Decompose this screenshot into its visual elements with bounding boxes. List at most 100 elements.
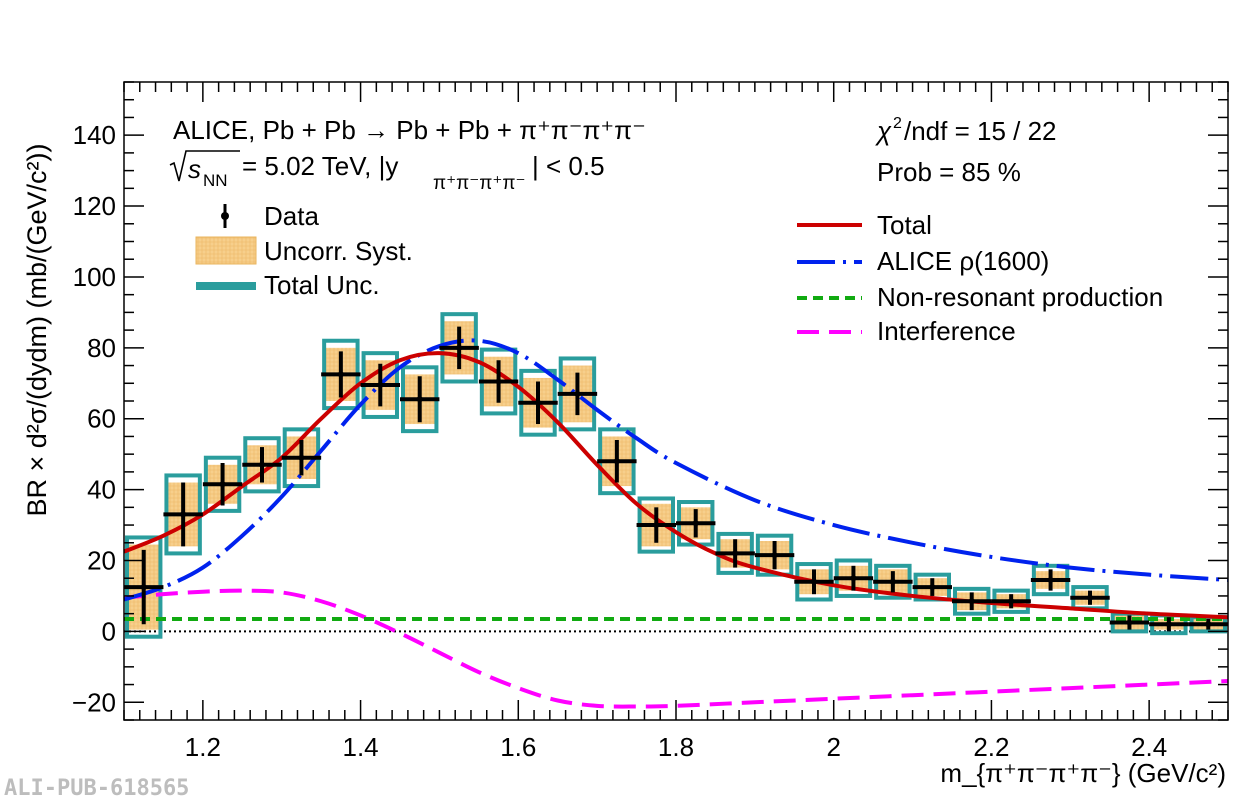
legend-uncorr-swatch (195, 236, 257, 265)
data-point (1030, 569, 1071, 591)
annotation-collision: ALICE, Pb + Pb → Pb + Pb + π⁺π⁻π⁺π⁻ (173, 115, 646, 145)
sqrt-sign (169, 150, 240, 182)
x-tick-label: 2.2 (973, 732, 1009, 762)
data-point (676, 509, 716, 538)
data-marker (456, 344, 463, 351)
x-tick-label: 1.8 (658, 732, 694, 762)
data-marker (1047, 576, 1054, 583)
data-point (991, 594, 1031, 609)
data-marker (337, 371, 344, 378)
data-point (794, 569, 834, 595)
data-marker (1087, 594, 1093, 601)
data-point (1109, 615, 1150, 630)
data-marker (140, 584, 147, 591)
x-tick-label: 1.6 (500, 732, 536, 762)
chi2-superscript: 2 (893, 115, 902, 132)
data-point (321, 351, 361, 398)
data-marker (692, 520, 699, 527)
data-point (242, 447, 282, 483)
data-marker (732, 550, 739, 557)
rapidity-cut: | < 0.5 (532, 151, 605, 181)
uncertainty-boxes (125, 312, 1227, 639)
annotation-energy: s NN = 5.02 TeV, |y π⁺π⁻π⁺π⁻ | < 0.5 (169, 150, 605, 194)
data-point (873, 571, 913, 593)
data-marker (613, 458, 620, 465)
axes: 1.2 1.4 1.6 1.8 2 2.2 2.4 −20 0 20 40 60 80 100 120 140 (72, 81, 1229, 762)
legend-data-marker (221, 204, 229, 228)
y-tick-label: 0 (102, 616, 116, 646)
x-tick-label: 2 (826, 732, 840, 762)
legend-rho-label: ALICE ρ(1600) (877, 246, 1049, 276)
data-marker (1165, 621, 1172, 628)
data-marker (298, 454, 305, 461)
data-point (124, 549, 164, 625)
data-points (124, 326, 1228, 632)
x-axis-title: m_{π⁺π⁻π⁺π⁻} (GeV/c²) (940, 758, 1226, 788)
x-tick-label: 1.2 (185, 732, 221, 762)
data-point (439, 326, 479, 370)
data-point (202, 463, 243, 506)
data-marker (968, 598, 975, 605)
data-marker (574, 390, 581, 397)
data-point (597, 439, 637, 483)
data-point (478, 360, 519, 403)
legend-total-label: Total (877, 210, 932, 240)
data-point (281, 439, 322, 476)
y-tick-label: 80 (87, 333, 116, 363)
data-marker (1205, 621, 1212, 628)
data-point (715, 539, 755, 568)
legend-interference-label: Interference (877, 316, 1016, 346)
data-point (518, 381, 558, 425)
data-point (833, 565, 874, 591)
legend-right: Total ALICE ρ(1600) Non-resonant product… (797, 210, 1163, 346)
x-tick-label: 1.4 (342, 732, 378, 762)
legend-left: Data Uncorr. Syst. Total Unc. (195, 201, 413, 300)
rho1600-curve (123, 338, 1229, 602)
data-point (754, 541, 795, 570)
data-marker (1008, 598, 1015, 605)
sqrt-s-subscript: NN (203, 171, 228, 190)
legend-data-label: Data (264, 201, 319, 231)
data-marker (259, 461, 265, 468)
data-point (1188, 618, 1228, 630)
legend-total-unc-swatch (196, 282, 256, 290)
energy-text: = 5.02 TeV, |y (242, 151, 398, 181)
data-point (163, 482, 203, 547)
data-point (1070, 590, 1110, 605)
legend-total-unc-label: Total Unc. (264, 270, 380, 300)
sqrt-s-label: s (188, 154, 201, 184)
data-marker (416, 396, 423, 403)
data-point (400, 376, 440, 423)
data-marker (850, 575, 857, 582)
y-axis-title: BR × d²σ/(dydm) (mb/(GeV/c²)) (22, 144, 52, 517)
y-tick-label: −20 (72, 687, 116, 717)
watermark: ALI-PUB-618565 (4, 776, 189, 801)
data-point (557, 372, 598, 416)
data-point (636, 507, 676, 543)
y-tick-label: 40 (87, 475, 116, 505)
data-marker (219, 481, 226, 488)
chi2-symbol: χ (875, 116, 892, 146)
data-marker (811, 578, 817, 585)
data-marker (771, 552, 778, 559)
data-marker (535, 399, 541, 406)
data-point (360, 363, 400, 407)
y-tick-label: 140 (73, 120, 116, 150)
chi2-text: /ndf = 15 / 22 (904, 116, 1057, 146)
data-point (1149, 617, 1189, 632)
probability-text: Prob = 85 % (877, 157, 1021, 187)
data-marker (495, 378, 502, 385)
data-marker (653, 522, 660, 529)
legend-uncorr-label: Uncorr. Syst. (264, 236, 413, 266)
data-marker (180, 511, 187, 518)
data-point (912, 578, 952, 596)
data-marker (889, 578, 896, 585)
legend-nonres-label: Non-resonant production (877, 282, 1163, 312)
y-tick-label: 120 (73, 191, 116, 221)
data-marker (929, 584, 936, 591)
x-tick-label: 2.4 (1131, 732, 1167, 762)
rapidity-subscript: π⁺π⁻π⁺π⁻ (433, 173, 526, 194)
data-marker (377, 382, 384, 389)
data-point (952, 592, 992, 611)
